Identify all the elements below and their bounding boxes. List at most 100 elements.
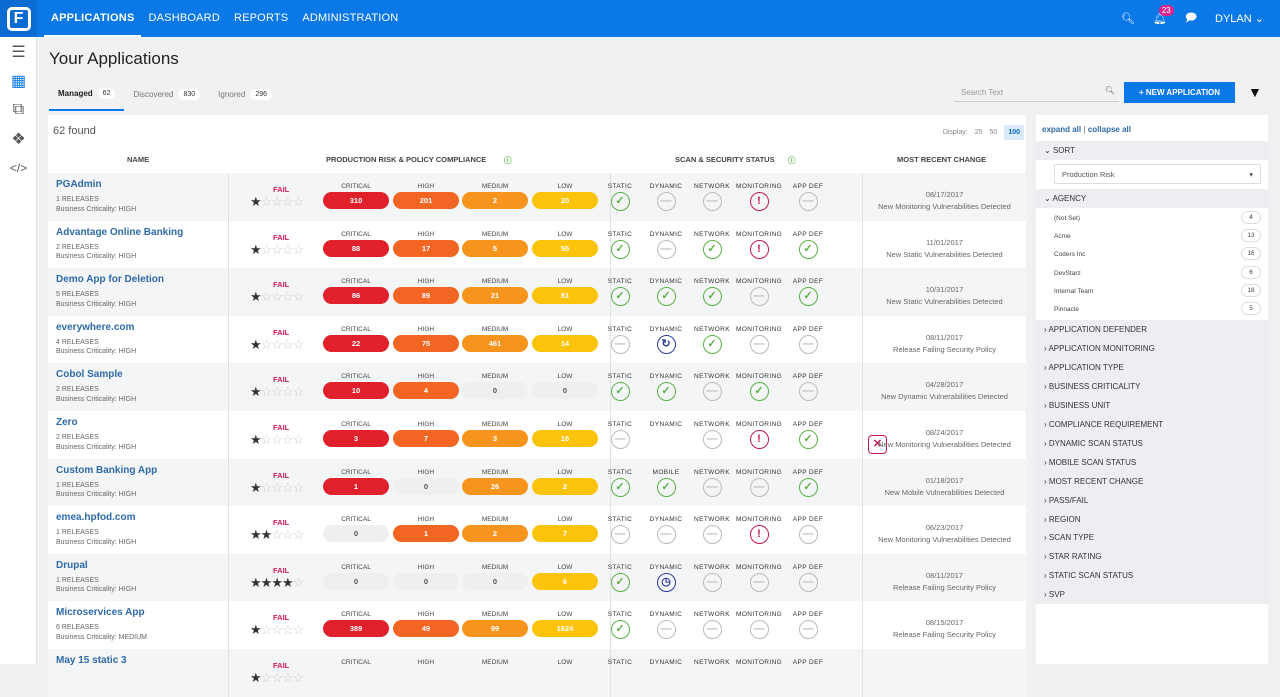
scan-status[interactable]: NETWORK —: [689, 516, 735, 545]
scan-status[interactable]: APP DEF ✓: [785, 469, 831, 497]
tab-ignored[interactable]: Ignored 296: [209, 84, 281, 111]
scan-status[interactable]: MOBILE ✓: [643, 469, 689, 497]
table-row[interactable]: PGAdmin 1 RELEASES Business Criticality: …: [48, 173, 1026, 221]
severity-critical[interactable]: CRITICAL 1: [323, 469, 389, 495]
severity-low[interactable]: LOW 16: [532, 421, 598, 447]
severity-low[interactable]: LOW 81: [532, 278, 598, 305]
scan-status[interactable]: DYNAMIC ↻: [643, 326, 689, 354]
table-row[interactable]: everywhere.com 4 RELEASES Business Critic…: [48, 315, 1026, 364]
severity-low[interactable]: LOW 1624: [532, 611, 598, 638]
scan-status[interactable]: NETWORK —: [689, 421, 735, 449]
severity-high[interactable]: HIGH 4: [393, 373, 459, 400]
table-row[interactable]: Zero 2 RELEASES Business Criticality: HIG…: [48, 411, 1026, 459]
notifications-bell-icon[interactable]: 🔔︎ 23: [1153, 5, 1174, 25]
sort-select[interactable]: Production Risk ▾: [1054, 164, 1261, 184]
scan-status[interactable]: NETWORK —: [689, 183, 735, 211]
app-name-link[interactable]: Zero: [56, 417, 78, 428]
scan-status[interactable]: APP DEF ✓: [785, 278, 831, 307]
scan-status[interactable]: APP DEF —: [785, 326, 831, 354]
scan-status[interactable]: MONITORING —: [736, 611, 782, 640]
severity-medium[interactable]: MEDIUM 0: [462, 564, 528, 590]
scan-status[interactable]: STATIC ✓: [597, 373, 643, 402]
severity-high[interactable]: HIGH 7: [393, 421, 459, 447]
filter-section-sort[interactable]: ⌄ SORT: [1036, 141, 1268, 160]
severity-critical[interactable]: CRITICAL 86: [323, 278, 389, 305]
scan-status[interactable]: MONITORING!: [736, 183, 782, 211]
severity-critical[interactable]: CRITICAL 389: [323, 611, 389, 638]
scan-status[interactable]: DYNAMIC ✓: [643, 373, 689, 402]
scan-status[interactable]: APP DEF —: [785, 516, 831, 545]
filter-section[interactable]: › COMPLIANCE REQUIREMENT: [1036, 414, 1268, 434]
scan-status[interactable]: NETWORK ✓: [689, 278, 735, 307]
severity-critical[interactable]: CRITICAL 10: [323, 373, 389, 400]
severity-low[interactable]: LOW 6: [532, 564, 598, 590]
severity-critical[interactable]: CRITICAL 310: [323, 183, 389, 209]
severity-critical[interactable]: CRITICAL 22: [323, 326, 389, 352]
agency-filter-item[interactable]: Pinnacle 5: [1054, 300, 1261, 318]
severity-critical[interactable]: CRITICAL 0: [323, 564, 389, 590]
scan-status[interactable]: MONITORING!: [736, 231, 782, 259]
severity-low[interactable]: LOW: [532, 659, 598, 666]
scan-status[interactable]: STATIC: [597, 659, 643, 666]
scan-status[interactable]: MONITORING —: [736, 326, 782, 354]
scan-status[interactable]: DYNAMIC ◷: [643, 564, 689, 592]
severity-high[interactable]: HIGH 0: [393, 469, 459, 495]
table-row[interactable]: Cobol Sample 2 RELEASES Business Critical…: [48, 363, 1026, 411]
severity-medium[interactable]: MEDIUM 0: [462, 373, 528, 400]
severity-low[interactable]: LOW 55: [532, 231, 598, 257]
scan-status[interactable]: STATIC ✓: [597, 564, 643, 592]
agency-filter-item[interactable]: Coders Inc 16: [1054, 245, 1261, 263]
tab-discovered[interactable]: Discovered 830: [124, 84, 209, 111]
filter-section[interactable]: › BUSINESS CRITICALITY: [1036, 376, 1268, 396]
app-name-link[interactable]: emea.hpfod.com: [56, 512, 136, 524]
severity-low[interactable]: LOW 7: [532, 516, 598, 543]
filter-icon[interactable]: ▼: [1248, 84, 1262, 100]
severity-medium[interactable]: MEDIUM 2: [462, 183, 528, 209]
severity-high[interactable]: HIGH 89: [393, 278, 459, 305]
app-name-link[interactable]: Demo App for Deletion: [56, 274, 164, 286]
agency-filter-item[interactable]: DevStarz 6: [1054, 264, 1261, 282]
agency-filter-item[interactable]: Acme 13: [1054, 227, 1261, 245]
scan-status[interactable]: DYNAMIC ✕: [643, 421, 887, 454]
scan-status[interactable]: STATIC ✓: [597, 183, 643, 211]
app-name-link[interactable]: Advantage Online Banking: [56, 226, 184, 238]
table-row[interactable]: Advantage Online Banking 2 RELEASES Busin…: [48, 220, 1026, 269]
table-row[interactable]: Drupal 1 RELEASES Business Criticality: H…: [48, 553, 1026, 602]
scan-status[interactable]: NETWORK —: [689, 469, 735, 497]
info-icon[interactable]: ⓘ: [788, 156, 796, 165]
header-scan-status[interactable]: SCAN & SECURITY STATUS: [675, 155, 775, 164]
display-50[interactable]: 50: [989, 129, 998, 136]
severity-high[interactable]: HIGH 201: [393, 183, 459, 209]
severity-medium[interactable]: MEDIUM 99: [462, 611, 528, 638]
table-row[interactable]: Custom Banking App 1 RELEASES Business Cr…: [48, 458, 1026, 507]
agency-filter-item[interactable]: (Not Set) 4: [1054, 209, 1261, 227]
app-name-link[interactable]: Microservices App: [56, 607, 145, 619]
scan-status[interactable]: APP DEF —: [785, 611, 831, 640]
code-icon[interactable]: </>: [9, 160, 28, 175]
scan-status[interactable]: NETWORK ✓: [689, 326, 735, 354]
scan-status[interactable]: APP DEF ✓: [785, 231, 831, 259]
scan-status[interactable]: STATIC ✓: [597, 231, 643, 259]
severity-high[interactable]: HIGH 17: [393, 231, 459, 257]
scan-status[interactable]: NETWORK —: [689, 373, 735, 402]
cubes-icon[interactable]: ❖: [11, 130, 26, 148]
agency-filter-item[interactable]: Internal Team 18: [1054, 282, 1261, 300]
app-name-link[interactable]: everywhere.com: [56, 321, 135, 333]
scan-status[interactable]: DYNAMIC —: [643, 611, 689, 640]
scan-status[interactable]: DYNAMIC —: [643, 231, 689, 259]
severity-low[interactable]: LOW 2: [532, 469, 598, 495]
user-menu[interactable]: DYLAN ⌄: [1215, 12, 1264, 25]
scan-status[interactable]: MONITORING ✓: [736, 373, 782, 402]
scan-status[interactable]: STATIC —: [597, 421, 643, 449]
severity-low[interactable]: LOW 14: [532, 326, 598, 352]
collapse-all-link[interactable]: collapse all: [1087, 125, 1131, 134]
scan-status[interactable]: MONITORING: [736, 659, 782, 666]
scan-status[interactable]: NETWORK —: [689, 564, 735, 592]
scan-status[interactable]: APP DEF —: [785, 373, 831, 402]
severity-medium[interactable]: MEDIUM: [462, 659, 528, 666]
logo[interactable]: F: [0, 0, 37, 37]
severity-medium[interactable]: MEDIUM 461: [462, 326, 528, 352]
severity-high[interactable]: HIGH 1: [393, 516, 459, 543]
filter-section[interactable]: › MOBILE SCAN STATUS: [1036, 452, 1268, 472]
tab-managed[interactable]: Managed 62: [49, 84, 125, 111]
